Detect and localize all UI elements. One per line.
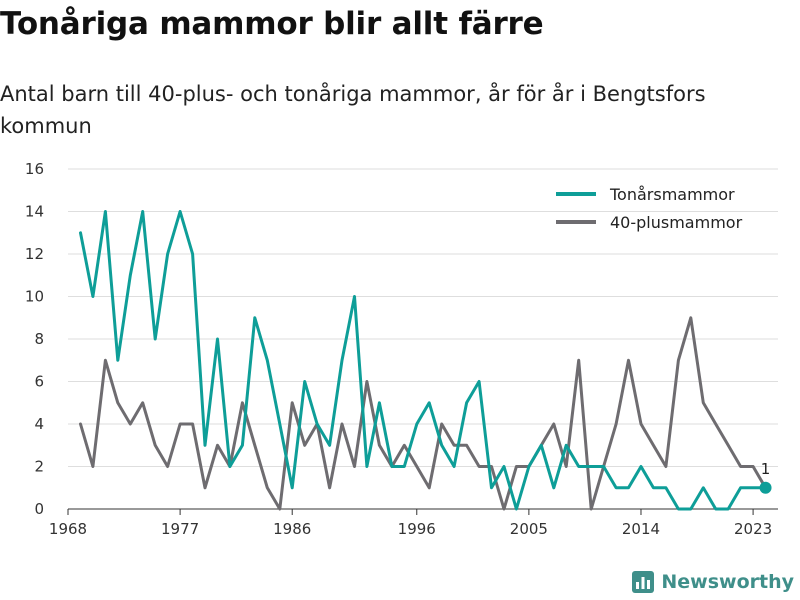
x-tick-label: 1968 <box>49 520 87 538</box>
y-tick-label: 2 <box>34 458 44 476</box>
x-tick-label: 1977 <box>161 520 199 538</box>
series-line-tonårsmammor <box>79 210 767 511</box>
x-tick-label: 2023 <box>734 520 772 538</box>
series-end-point <box>759 481 772 494</box>
y-tick-label: 12 <box>25 245 44 263</box>
y-tick-label: 8 <box>34 330 44 348</box>
brand-name: Newsworthy <box>661 571 794 593</box>
page-title: Tonåriga mammor blir allt färre <box>0 6 544 42</box>
y-tick-label: 16 <box>25 160 44 178</box>
newsworthy-logo-icon <box>632 571 655 593</box>
y-tick-label: 4 <box>34 415 44 433</box>
y-tick-label: 14 <box>25 203 44 221</box>
series-line-40-plusmammor <box>79 316 767 511</box>
brand-logo: Newsworthy <box>631 570 794 594</box>
x-tick-label: 1986 <box>273 520 311 538</box>
y-tick-label: 0 <box>34 500 44 518</box>
legend-label: Tonårsmammor <box>609 185 735 204</box>
series-end-label: 1 <box>761 460 771 478</box>
y-tick-label: 10 <box>25 288 44 306</box>
x-tick-label: 2005 <box>510 520 548 538</box>
x-tick-label: 2014 <box>622 520 660 538</box>
page-subtitle: Antal barn till 40-plus- och tonåriga ma… <box>0 82 706 138</box>
y-tick-label: 6 <box>34 373 44 391</box>
x-tick-label: 1996 <box>398 520 436 538</box>
legend-label: 40-plusmammor <box>610 213 743 232</box>
